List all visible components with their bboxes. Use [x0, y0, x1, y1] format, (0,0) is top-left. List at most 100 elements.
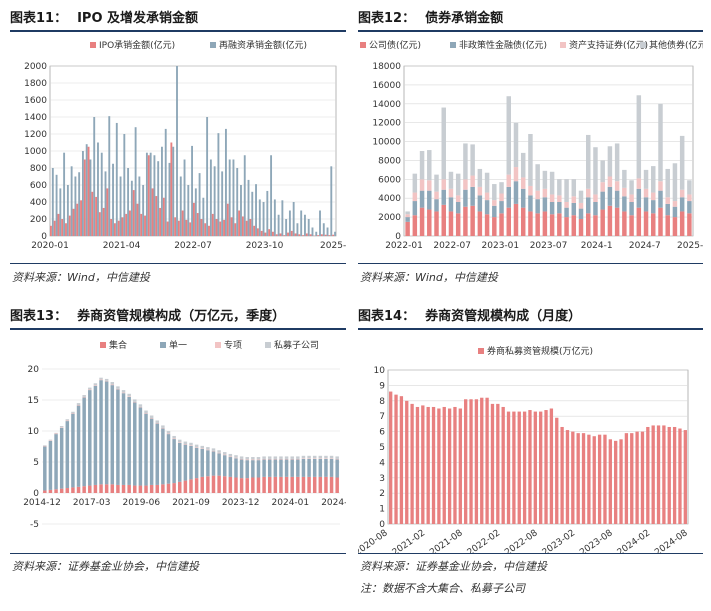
bar [245, 459, 249, 461]
bar [312, 458, 317, 459]
bar [82, 395, 86, 397]
bar [480, 397, 484, 524]
bar [172, 146, 175, 236]
bar [48, 439, 53, 441]
y-tick-label: 8 [379, 397, 385, 407]
bar [614, 440, 618, 524]
bar [324, 234, 327, 236]
bar [312, 455, 317, 459]
x-tick-label: 2024-08 [653, 528, 690, 554]
bar [389, 391, 393, 524]
bar [234, 455, 238, 458]
y-tick-label: 0 [41, 232, 47, 242]
x-tick-label: 2024-7 [629, 241, 661, 251]
bar [149, 152, 152, 236]
bar [133, 402, 137, 486]
bar [284, 456, 289, 459]
bar [82, 486, 86, 493]
figure-title: 券商资管规模构成（月度） [425, 309, 582, 324]
x-tick-label: 2023-12 [222, 498, 260, 508]
bar [172, 439, 176, 484]
bar [149, 417, 154, 419]
bar [144, 485, 148, 493]
bar [93, 385, 98, 485]
bar [477, 168, 483, 187]
bar [125, 213, 128, 236]
bar [296, 459, 300, 477]
bar [43, 490, 47, 493]
bar [127, 396, 131, 485]
bar [499, 201, 504, 214]
bar [251, 457, 255, 460]
bar [319, 210, 321, 236]
bar [262, 202, 265, 236]
bar [492, 184, 497, 201]
y-tick-label: 5 [379, 443, 385, 453]
bar [335, 458, 339, 460]
bar [412, 201, 418, 216]
bar [151, 188, 154, 236]
bar [65, 223, 67, 236]
bar [200, 448, 204, 449]
panel-title: 图表14： 券商资管规模构成（月度） [358, 306, 703, 330]
bar [193, 202, 195, 236]
bar [87, 146, 90, 236]
bar [535, 190, 540, 200]
bar [442, 406, 446, 524]
bar [155, 196, 158, 236]
figure-title: 债券承销金额 [425, 11, 504, 26]
bar [593, 215, 598, 236]
bar [221, 171, 224, 236]
bar [405, 214, 410, 218]
legend-label: 专项 [224, 339, 242, 351]
chart-ipo-underwriting: 0 200 400 600 800 1000 1200 1400 1600 1800 2000 IPO… [24, 39, 346, 251]
bar [116, 484, 120, 493]
bar [121, 217, 124, 236]
bar [142, 185, 145, 236]
bar [284, 458, 289, 460]
bar [251, 459, 255, 461]
panel-bond-underwriting: 图表12： 债券承销金额 0 2000 4000 6000 8000 10000 12000 1… [358, 8, 703, 288]
bar [415, 406, 420, 524]
bar [267, 456, 272, 459]
bar [65, 419, 70, 421]
bar [93, 385, 98, 386]
bar [499, 193, 504, 202]
bar [593, 147, 598, 195]
bar [43, 445, 47, 446]
y-tick-label: 600 [30, 181, 47, 191]
y-tick-label: 18000 [372, 62, 401, 72]
bar [208, 225, 210, 236]
bar [247, 179, 250, 236]
bar [99, 380, 103, 485]
bar [279, 233, 282, 236]
bar [477, 211, 483, 236]
bar [239, 478, 244, 493]
bar [121, 393, 126, 485]
bar [251, 477, 255, 493]
bar [578, 190, 584, 203]
bar [555, 417, 559, 524]
bar [121, 484, 126, 493]
bar [121, 392, 126, 394]
y-tick-label: 0 [379, 520, 385, 530]
bar [687, 194, 692, 202]
bar [520, 152, 526, 178]
x-tick-label: 2022-01 [385, 241, 423, 251]
bar [463, 206, 468, 236]
bar [651, 425, 655, 524]
bar [512, 411, 516, 524]
bar [136, 203, 139, 236]
bar [520, 177, 526, 189]
bar [48, 489, 53, 493]
bar [571, 202, 577, 216]
bar [643, 188, 649, 198]
bar [88, 389, 92, 391]
bar [470, 175, 475, 187]
bar [542, 211, 548, 236]
bar [687, 213, 692, 236]
bar [117, 220, 120, 236]
bar [144, 413, 148, 486]
bar [176, 66, 178, 236]
